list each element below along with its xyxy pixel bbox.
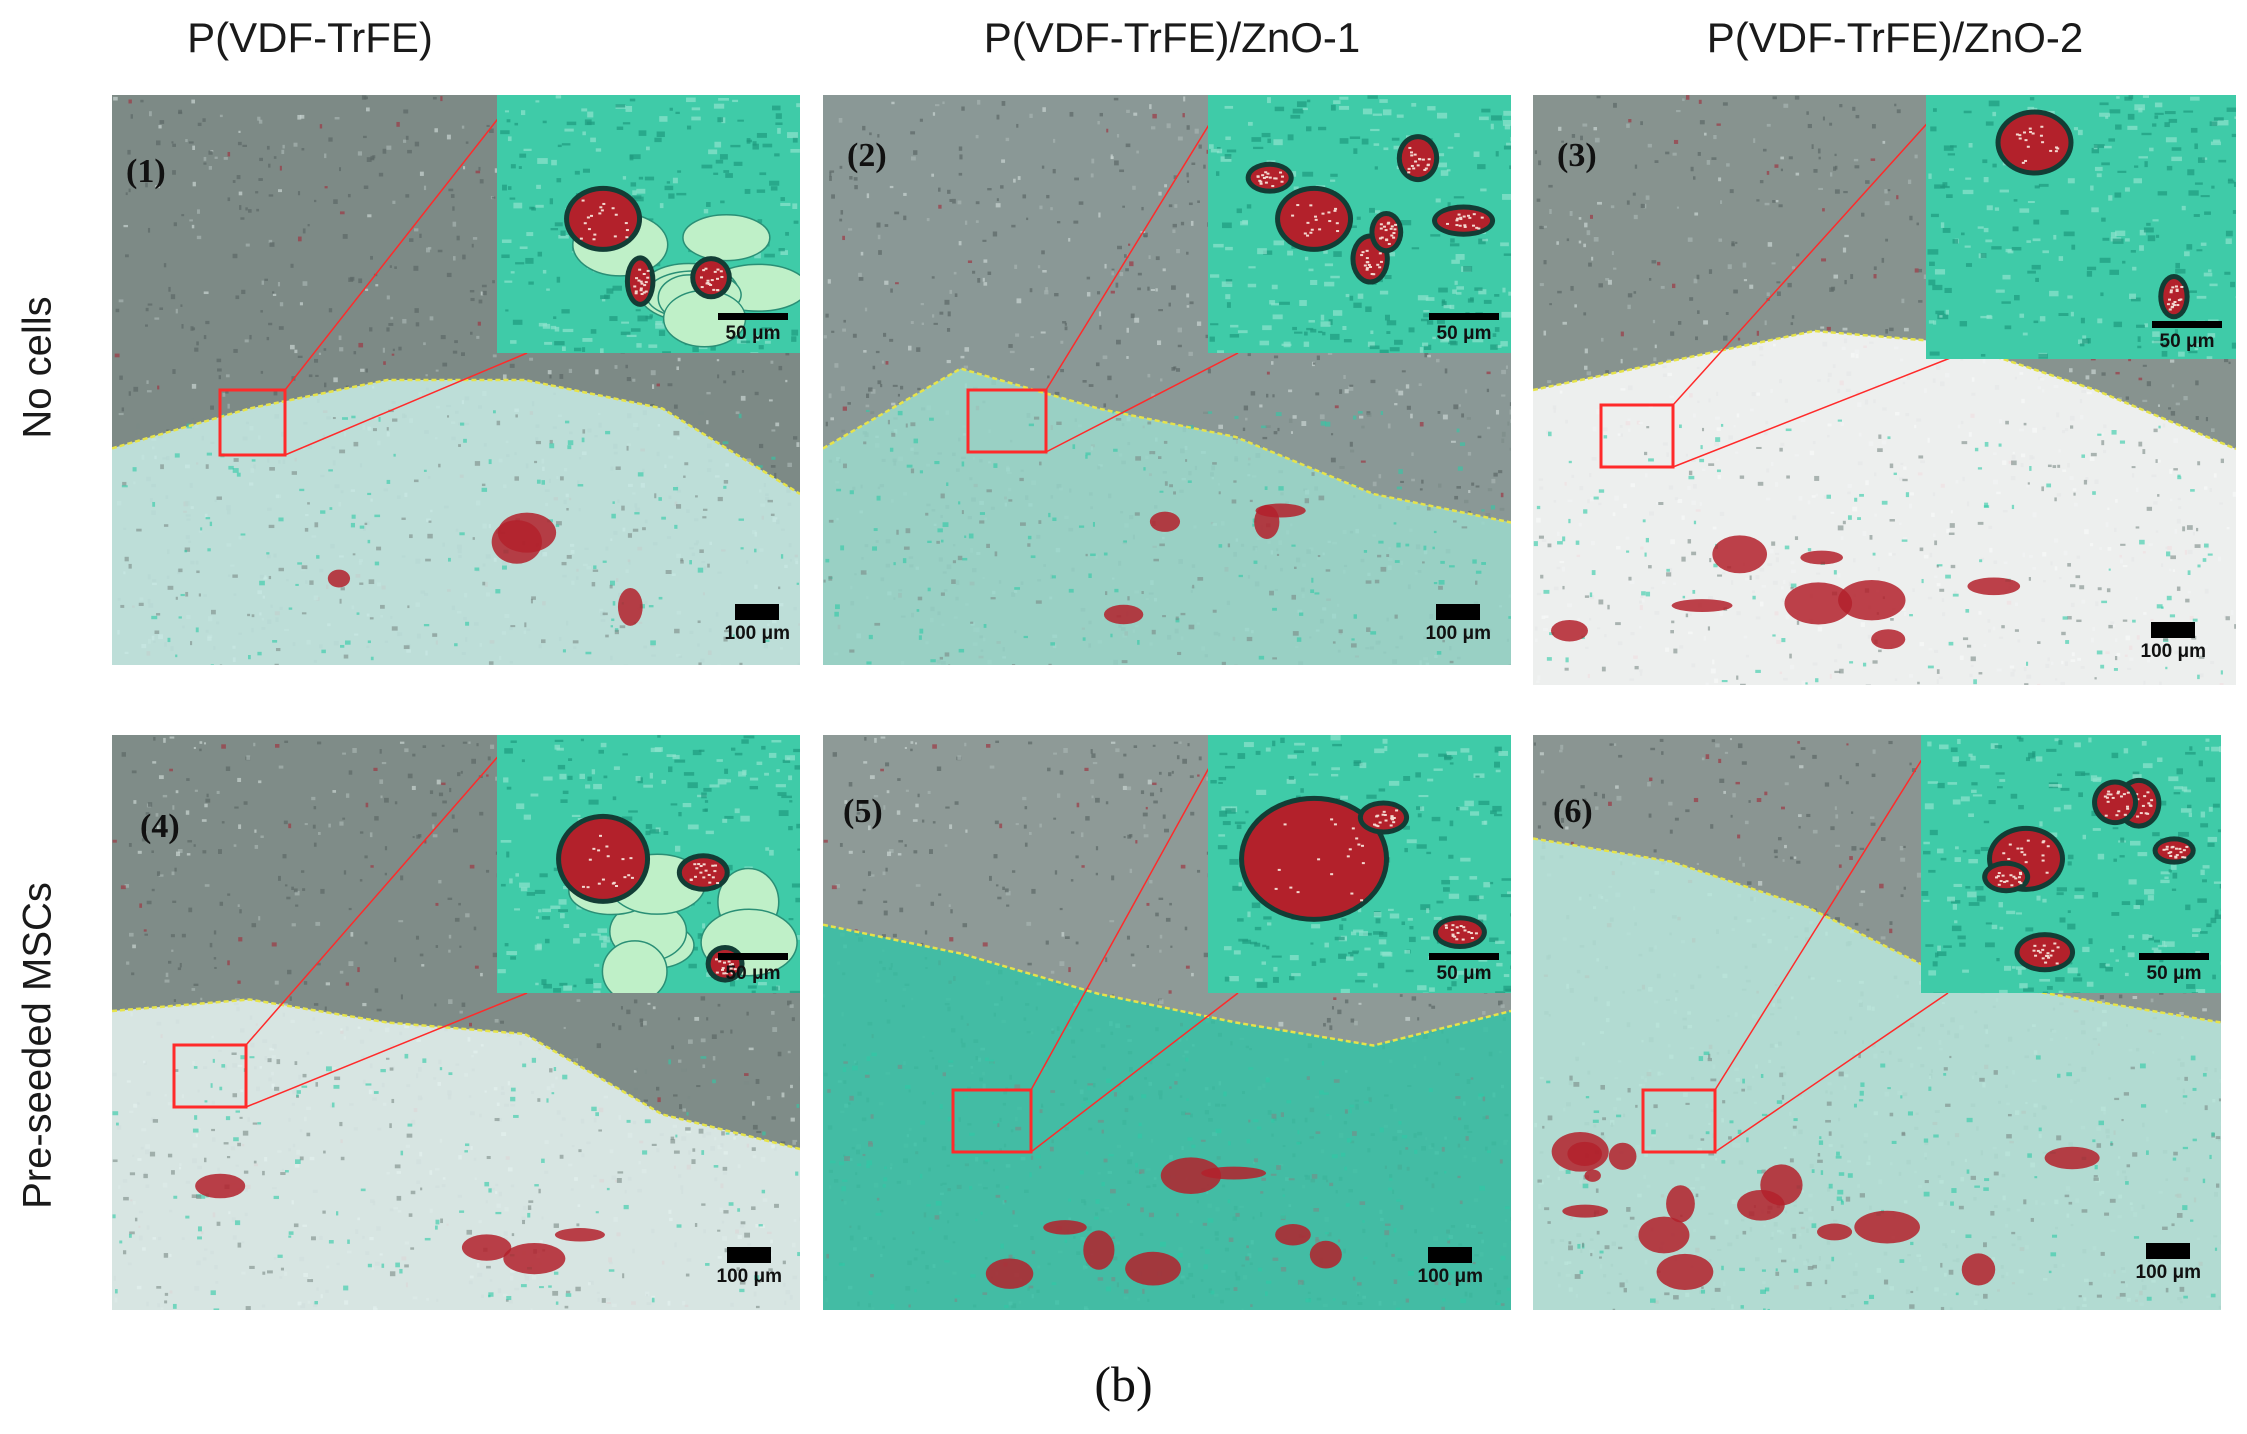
inset-zoom: 50 μm <box>1208 735 1511 993</box>
inset-zoom: 50 μm <box>1921 735 2221 993</box>
column-title-2: P(VDF-TrFE)/ZnO-1 <box>983 14 1361 61</box>
column-title-1: P(VDF-TrFE) <box>187 14 433 61</box>
panel-label: (1) <box>126 153 166 190</box>
micrograph-panel-4: (4) 50 μm 100 μm <box>112 735 800 1310</box>
panel-label: (2) <box>847 137 887 174</box>
panel-label: (4) <box>140 808 180 845</box>
scale-bar: 100 μm <box>2141 622 2206 663</box>
inset-zoom: 50 μm <box>1926 95 2236 359</box>
scale-bar: 100 μm <box>725 604 790 645</box>
micrograph-panel-1: (1) 50 μm 100 μm <box>112 95 800 665</box>
inset-scale-bar: 50 μm <box>2152 321 2222 353</box>
inset-scale-bar: 50 μm <box>2139 953 2209 985</box>
panel-label: (6) <box>1553 793 1593 830</box>
inset-scale-bar: 50 μm <box>718 953 788 985</box>
scale-bar: 100 μm <box>2136 1243 2201 1284</box>
micrograph-panel-3: (3) 50 μm 100 μm <box>1533 95 2236 685</box>
column-title-3: P(VDF-TrFE)/ZnO-2 <box>1706 14 2084 61</box>
inset-scale-bar: 50 μm <box>1429 313 1499 345</box>
inset-scale-bar: 50 μm <box>1429 953 1499 985</box>
scale-bar: 100 μm <box>717 1247 782 1288</box>
panel-label: (5) <box>843 793 883 830</box>
micrograph-panel-5: (5) 50 μm 100 μm <box>823 735 1511 1310</box>
row-label-no-cells: No cells <box>15 296 60 439</box>
panel-label: (3) <box>1557 137 1597 174</box>
inset-zoom: 50 μm <box>1208 95 1511 353</box>
micrograph-panel-2: (2) 50 μm 100 μm <box>823 95 1511 665</box>
row-label-pre-seeded: Pre-seeded MSCs <box>15 882 60 1209</box>
inset-zoom: 50 μm <box>497 95 800 353</box>
scale-bar: 100 μm <box>1418 1247 1483 1288</box>
scale-bar: 100 μm <box>1426 604 1491 645</box>
inset-zoom: 50 μm <box>497 735 800 993</box>
figure-label: (b) <box>1094 1356 1153 1412</box>
inset-scale-bar: 50 μm <box>718 313 788 345</box>
micrograph-panel-6: (6) 50 μm 100 μm <box>1533 735 2221 1310</box>
